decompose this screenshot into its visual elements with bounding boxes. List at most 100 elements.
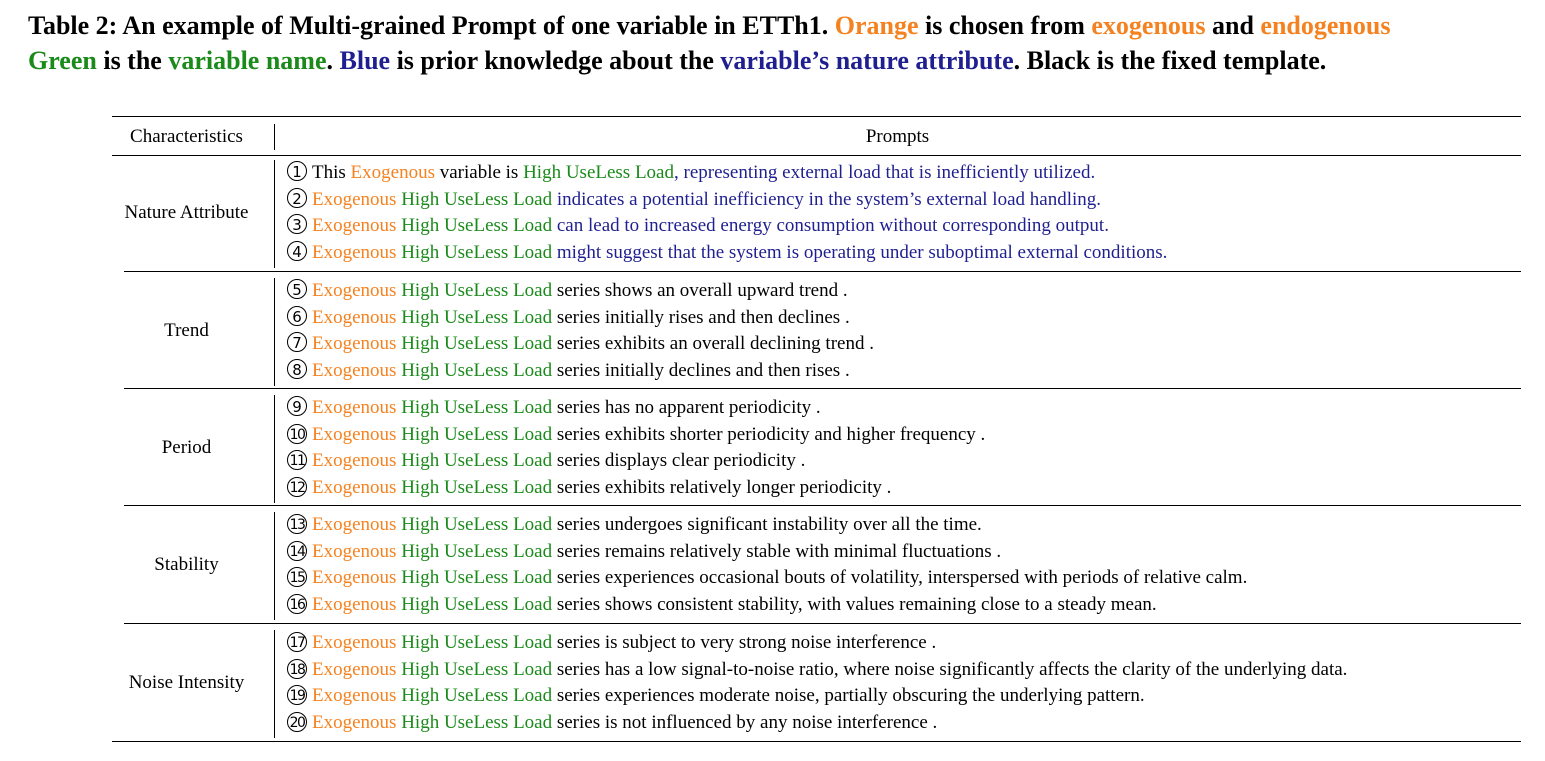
text-segment: High UseLess Load: [396, 514, 553, 535]
text-segment: Exogenous: [312, 712, 397, 734]
circled-number: 1: [287, 161, 307, 181]
prompt-row: 19 Exogenous High UseLess Load series exp…: [287, 683, 1145, 709]
text-segment: Exogenous: [312, 360, 397, 382]
group-separator: [124, 623, 1521, 624]
group-separator: [124, 505, 1521, 506]
circled-number: 15: [287, 567, 307, 588]
circled-number: 16: [287, 594, 307, 615]
prompt-row: 10 Exogenous High UseLess Load series exh…: [287, 422, 985, 448]
circled-number: 7: [287, 332, 307, 353]
text-segment: Table 2: An example of Multi-grained Pro…: [28, 11, 835, 40]
text-segment: Exogenous: [312, 215, 397, 237]
text-segment: series shows an overall upward trend .: [552, 280, 848, 301]
text-segment: is chosen from: [918, 11, 1092, 40]
text-segment: series shows consistent stability, with …: [552, 594, 1157, 616]
text-segment: High UseLess Load: [396, 658, 553, 680]
text-segment: Exogenous: [350, 162, 435, 183]
prompt-row: 3 Exogenous High UseLess Load can lead to…: [287, 213, 1109, 239]
caption-line-2: Green is the variable name. Blue is prio…: [28, 43, 1545, 78]
text-segment: Exogenous: [312, 658, 397, 680]
text-segment: series experiences moderate noise, parti…: [552, 685, 1145, 707]
prompt-row: 17 Exogenous High UseLess Load series is …: [287, 630, 936, 656]
text-segment: Exogenous: [312, 188, 397, 210]
text-segment: This: [312, 162, 351, 183]
text-segment: indicates a potential inefficiency in th…: [552, 188, 1102, 210]
circled-number: 4: [287, 241, 307, 262]
text-segment: High UseLess Load: [396, 632, 553, 653]
text-segment: Exogenous: [312, 280, 397, 301]
text-segment: High UseLess Load: [396, 215, 553, 237]
text-segment: series experiences occasional bouts of v…: [552, 567, 1248, 589]
text-segment: series displays clear periodicity .: [552, 450, 806, 472]
text-segment: series is subject to very strong noise i…: [552, 632, 937, 653]
text-segment: variable name: [168, 46, 327, 75]
text-segment: High UseLess Load: [396, 477, 553, 499]
text-segment: Exogenous: [312, 397, 397, 418]
characteristic-label: Trend: [164, 320, 209, 341]
text-segment: is prior knowledge about the: [390, 46, 721, 75]
text-segment: series undergoes significant instability…: [552, 514, 982, 535]
prompt-row: 18 Exogenous High UseLess Load series has…: [287, 657, 1347, 683]
circled-number: 11: [287, 450, 307, 471]
text-segment: series exhibits shorter periodicity and …: [552, 423, 986, 445]
circled-number: 9: [287, 396, 307, 416]
text-segment: series initially declines and then rises…: [552, 360, 850, 382]
text-segment: Exogenous: [312, 594, 397, 616]
text-segment: series is not influenced by any noise in…: [552, 712, 938, 734]
caption-line-1: Table 2: An example of Multi-grained Pro…: [28, 8, 1545, 43]
text-segment: High UseLess Load: [396, 280, 553, 301]
column-divider: [274, 630, 275, 738]
text-segment: Exogenous: [312, 450, 397, 472]
text-segment: High UseLess Load: [396, 188, 553, 210]
text-segment: series remains relatively stable with mi…: [552, 540, 1002, 562]
text-segment: series initially rises and then declines…: [552, 306, 850, 328]
text-segment: High UseLess Load: [396, 540, 553, 562]
circled-number: 10: [287, 423, 307, 444]
text-segment: High UseLess Load: [523, 162, 674, 183]
text-segment: Exogenous: [312, 242, 397, 264]
text-segment: High UseLess Load: [396, 306, 553, 328]
text-segment: High UseLess Load: [396, 397, 553, 418]
circled-number: 12: [287, 477, 307, 498]
text-segment: . Black is the fixed template.: [1013, 46, 1327, 75]
characteristic-label: Stability: [154, 554, 219, 575]
text-segment: Exogenous: [312, 514, 397, 535]
text-segment: Exogenous: [312, 306, 397, 328]
text-segment: High UseLess Load: [396, 242, 553, 264]
header-characteristics: Characteristics: [130, 126, 243, 147]
circled-number: 6: [287, 305, 307, 326]
circled-number: 19: [287, 685, 307, 706]
prompt-row: 5 Exogenous High UseLess Load series show…: [287, 278, 848, 304]
prompt-row: 12 Exogenous High UseLess Load series exh…: [287, 475, 891, 501]
text-segment: Orange: [834, 11, 919, 40]
text-segment: endogenous: [1260, 11, 1391, 40]
prompt-row: 14 Exogenous High UseLess Load series rem…: [287, 539, 1001, 565]
text-segment: High UseLess Load: [396, 333, 553, 355]
column-divider: [274, 512, 275, 620]
header-column-divider: [274, 124, 275, 150]
prompt-row: 13 Exogenous High UseLess Load series und…: [287, 512, 982, 538]
text-segment: High UseLess Load: [396, 712, 553, 734]
prompt-row: 9 Exogenous High UseLess Load series has …: [287, 395, 821, 421]
group-separator: [124, 388, 1521, 389]
prompt-row: 1 This Exogenous variable is High UseLess…: [287, 160, 1095, 186]
text-segment: series has a low signal-to-noise ratio, …: [552, 658, 1348, 680]
text-segment: Exogenous: [312, 632, 397, 653]
text-segment: Green: [28, 46, 97, 75]
text-segment: High UseLess Load: [396, 567, 553, 589]
text-segment: variable is: [434, 162, 524, 183]
prompt-row: 7 Exogenous High UseLess Load series exhi…: [287, 331, 874, 357]
circled-number: 3: [287, 214, 307, 235]
prompt-row: 20 Exogenous High UseLess Load series is …: [287, 710, 937, 736]
circled-number: 20: [287, 712, 307, 733]
text-segment: Exogenous: [312, 423, 397, 445]
characteristic-label: Period: [161, 437, 212, 458]
text-segment: exogenous: [1091, 11, 1206, 40]
text-segment: series has no apparent periodicity .: [552, 397, 821, 418]
text-segment: High UseLess Load: [396, 594, 553, 616]
prompt-row: 16 Exogenous High UseLess Load series sho…: [287, 592, 1157, 618]
column-divider: [274, 395, 275, 503]
text-segment: Exogenous: [312, 333, 397, 355]
table-caption: Table 2: An example of Multi-grained Pro…: [28, 8, 1545, 78]
top-rule: [112, 116, 1521, 117]
